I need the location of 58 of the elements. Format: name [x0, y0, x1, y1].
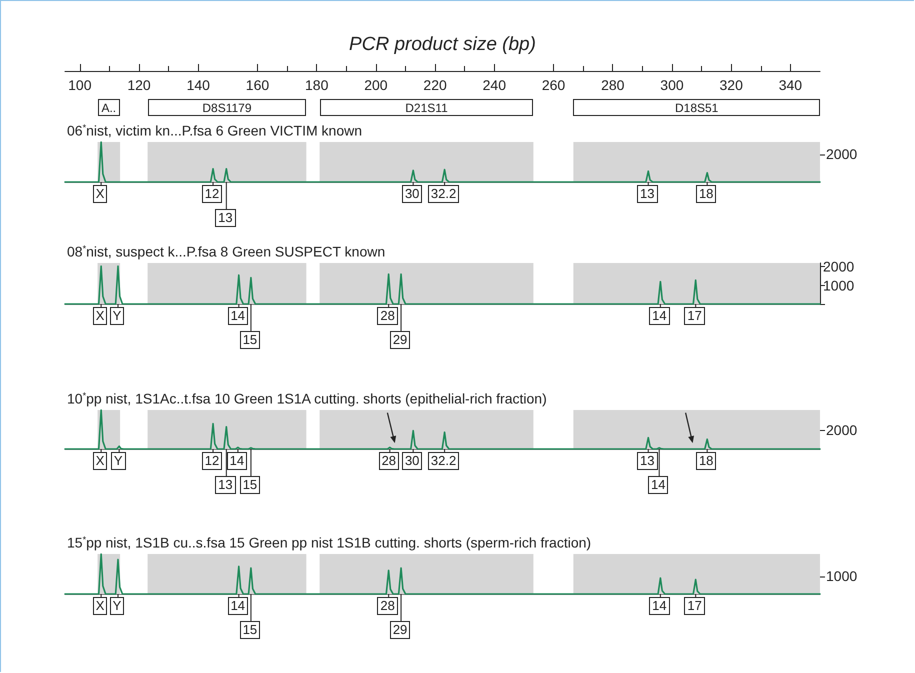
- annotation: 28: [377, 307, 398, 325]
- chart-title: 06*nist, victim kn...P.fsa 6 Green VICTIM known: [67, 122, 362, 138]
- annotation: 14: [649, 307, 670, 325]
- annotation: X: [92, 597, 108, 615]
- band-label: A..: [98, 99, 120, 116]
- x-tick-label: 120: [127, 77, 151, 93]
- annotation: 13: [637, 185, 658, 203]
- annotation: 14: [226, 452, 248, 470]
- x-tick-label: 260: [542, 77, 566, 93]
- annotation: 12: [202, 452, 222, 470]
- annotation: 32.2: [428, 452, 460, 470]
- annotation: 15: [240, 331, 260, 349]
- annotation: X: [92, 452, 108, 470]
- x-tick-label: 340: [778, 77, 802, 93]
- annotation: X: [92, 307, 108, 325]
- x-tick-label: 160: [246, 77, 270, 93]
- annotation: 28: [378, 452, 400, 470]
- annotation: 18: [696, 452, 716, 470]
- annotation: 18: [696, 185, 716, 203]
- annotation: 13: [637, 452, 658, 470]
- annotation: Y: [110, 307, 124, 325]
- x-tick-label: 240: [482, 77, 506, 93]
- band-label: D21S11: [320, 99, 534, 116]
- chart-title: 10*pp nist, 1S1Ac..t.fsa 10 Green 1S1A cutting. shorts (epithelial-rich fraction): [67, 390, 547, 406]
- line-series: [64, 265, 821, 305]
- x-tick-label: 320: [719, 77, 744, 93]
- annotation: 30: [402, 185, 422, 203]
- annotation: 17: [684, 597, 705, 615]
- x-tick-label: 140: [186, 77, 210, 93]
- chart-title: 08*nist, suspect k...P.fsa 8 Green SUSPECT known: [67, 244, 386, 260]
- annotation: Y: [110, 597, 124, 615]
- annotation: Y: [110, 452, 126, 470]
- annotation: 15: [240, 621, 260, 639]
- annotation: 28: [377, 597, 398, 615]
- x-axis-title: PCR product size (bp): [349, 34, 536, 55]
- x-tick-label: 200: [364, 77, 388, 93]
- band-label: D8S1179: [148, 99, 306, 116]
- annotation: 14: [228, 597, 248, 615]
- annotation: 14: [649, 597, 670, 615]
- x-tick-label: 220: [423, 77, 447, 93]
- annotation: X: [92, 185, 108, 203]
- chart-title: 15*pp nist, 1S1B cu..s.fsa 15 Green pp nist 1S1B cutting. shorts (sperm-rich fraction): [67, 534, 592, 550]
- x-tick-label: 300: [660, 77, 684, 93]
- annotation: 29: [390, 621, 410, 639]
- annotation: 17: [684, 307, 705, 325]
- annotation: 13: [215, 476, 236, 494]
- annotation: 30: [402, 452, 422, 470]
- annotation: 13: [215, 209, 236, 227]
- annotation: 15: [240, 476, 260, 494]
- annotation: 32.2: [428, 185, 460, 203]
- annotation: 14: [228, 307, 248, 325]
- x-tick-label: 180: [304, 77, 329, 93]
- x-tick-label: 100: [68, 77, 92, 93]
- annotation: 14: [648, 476, 668, 494]
- x-tick-label: 280: [601, 77, 625, 93]
- annotation: 29: [390, 331, 410, 349]
- band-label: D18S51: [573, 99, 820, 116]
- annotation: 12: [202, 185, 222, 203]
